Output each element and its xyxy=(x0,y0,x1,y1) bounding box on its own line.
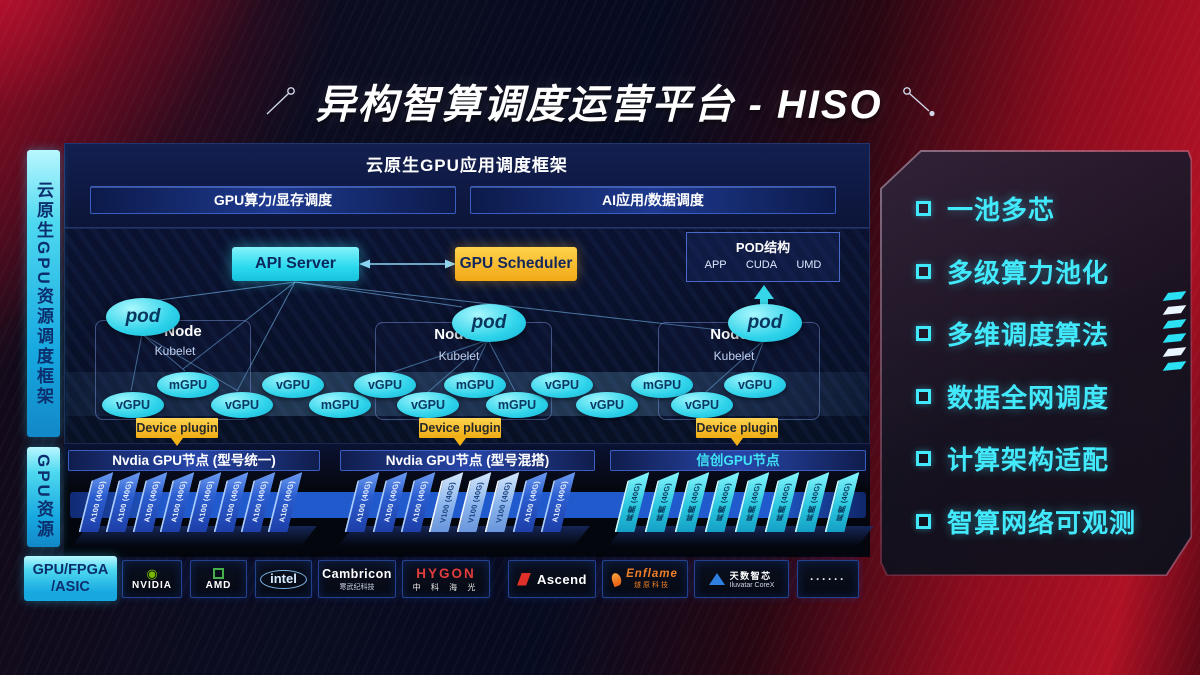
checkbox-bullet-icon xyxy=(916,388,931,404)
gpu-node-header: 信创GPU节点 xyxy=(610,450,866,471)
feature-label: 数据全网调度 xyxy=(947,382,1110,413)
vendor-subtitle: 中 科 海 光 xyxy=(412,582,480,592)
left-rail-cloud-native-gpu-framework: 云原生GPU资源调度框架 xyxy=(27,150,60,437)
vendor-logo: Cambricon 寒武纪科技 xyxy=(318,560,396,598)
gpu-slice-ellipse: vGPU xyxy=(671,392,733,418)
pod-struct-item-cuda: CUDA xyxy=(745,259,778,271)
gpu-slice-ellipse: vGPU xyxy=(102,392,164,418)
vendor-logo: Enflame 燧原科技 xyxy=(602,560,688,598)
pod-ellipse: pod xyxy=(452,304,526,342)
gpu-slice-ellipse: mGPU xyxy=(309,392,371,418)
vendor-logo: ◉ NVIDIA xyxy=(122,560,182,598)
vendor-name: ······ xyxy=(810,572,846,586)
left-rail-gpu-fpga-asic: GPU/FPGA /ASIC xyxy=(24,556,117,601)
gpu-scheduler-box: GPU Scheduler xyxy=(455,247,577,281)
iluvatar-triangle-icon xyxy=(708,573,725,585)
features-panel: 一池多芯多级算力池化 多维调度算法 数据全网调度 计算架构适配 智算网络可观测 xyxy=(880,150,1192,576)
feature-item: 数据全网调度 xyxy=(916,378,1166,415)
vendor-name: HYGON xyxy=(416,565,476,581)
circuit-decoration-left xyxy=(257,83,299,119)
gpu-slice-ellipse: vGPU xyxy=(211,392,273,418)
vendor-name: Ascend xyxy=(537,571,587,587)
device-plugin-box: Device plugin xyxy=(136,418,218,446)
gpu-node-header: Nvdia GPU节点 (型号统一) xyxy=(68,450,320,471)
gpu-slice-ellipse: vGPU xyxy=(262,372,324,398)
vendor-logo: Ascend xyxy=(508,560,596,598)
vendor-subtitle: Iluvatar CoreX xyxy=(729,582,775,589)
features-panel-background xyxy=(881,151,1191,575)
feature-item: 多维调度算法 xyxy=(916,315,1166,352)
vendor-name: NVIDIA xyxy=(132,579,172,591)
gpu-slice-ellipse: vGPU xyxy=(576,392,638,418)
vendor-logo: AMD xyxy=(190,560,247,598)
gpu-compute-memory-scheduling-bar: GPU算力/显存调度 xyxy=(90,186,456,214)
gpu-slice-ellipse: vGPU xyxy=(397,392,459,418)
feature-item: 多级算力池化 xyxy=(916,253,1166,290)
pod-struct-item-umd: UMD xyxy=(796,259,822,271)
vendor-name: Cambricon xyxy=(322,566,392,581)
ai-app-data-scheduling-bar: AI应用/数据调度 xyxy=(470,186,836,214)
gpu-node-header: Nvdia GPU节点 (型号混搭) xyxy=(340,450,595,471)
device-plugin-box: Device plugin xyxy=(696,418,778,446)
kubelet-label: Kubelet xyxy=(713,349,755,363)
vendor-logo: 天数智芯 Iluvatar CoreX xyxy=(694,560,789,598)
left-rail-gpu-resource: GPU资源 xyxy=(27,447,60,547)
feature-label: 一池多芯 xyxy=(947,195,1056,225)
checkbox-bullet-icon xyxy=(916,513,931,529)
vendor-logo: intel xyxy=(255,560,312,598)
pod-structure-title: POD结构 xyxy=(735,240,791,255)
gpu-slice-ellipse: vGPU xyxy=(531,372,593,398)
pod-struct-item-app: APP xyxy=(704,259,727,271)
ascend-flag-icon xyxy=(517,572,532,586)
vendor-name: Enflame xyxy=(626,568,678,580)
nvidia-eye-icon: ◉ xyxy=(146,565,158,581)
circuit-decoration-right xyxy=(899,82,943,120)
feature-label: 多维调度算法 xyxy=(947,320,1110,351)
device-plugin-box: Device plugin xyxy=(419,418,501,446)
vendor-logo: HYGON 中 科 海 光 xyxy=(402,560,490,598)
checkbox-bullet-icon xyxy=(916,263,931,279)
kubelet-label: Kubelet xyxy=(154,344,196,358)
vendor-subtitle: 寒武纪科技 xyxy=(339,583,375,591)
panel-slash-decoration xyxy=(1162,291,1187,371)
vendor-name: 天数智芯 xyxy=(729,571,772,581)
checkbox-bullet-icon xyxy=(916,201,931,216)
feature-label: 智算网络可观测 xyxy=(947,507,1137,538)
vendor-name: intel xyxy=(260,569,307,589)
gpu-slice-ellipse: mGPU xyxy=(486,392,548,418)
checkbox-bullet-icon xyxy=(916,451,931,467)
gpu-slice-ellipse: vGPU xyxy=(354,372,416,398)
amd-square-icon xyxy=(213,567,224,579)
vendor-subtitle: 燧原科技 xyxy=(634,582,670,589)
pod-structure-box: POD结构 APP CUDA UMD xyxy=(686,232,840,282)
vendor-logo: ······ xyxy=(797,560,859,598)
checkbox-bullet-icon xyxy=(916,326,931,342)
page-title: 异构智算调度运营平台 - HISO xyxy=(315,83,883,127)
feature-item: 计算架构适配 xyxy=(916,440,1166,477)
feature-item: 智算网络可观测 xyxy=(916,503,1166,540)
pod-ellipse: pod xyxy=(728,304,802,342)
feature-list: 一池多芯多级算力池化 多维调度算法 数据全网调度 计算架构适配 智算网络可观测 xyxy=(916,190,1166,540)
enflame-flame-icon xyxy=(610,571,624,587)
feature-label: 多级算力池化 xyxy=(947,257,1110,288)
gpu-slice-ellipse: mGPU xyxy=(631,372,693,398)
feature-item: 一池多芯 xyxy=(916,190,1166,227)
feature-label: 计算架构适配 xyxy=(947,445,1110,476)
gpu-slice-ellipse: mGPU xyxy=(157,372,219,398)
gpu-slice-ellipse: vGPU xyxy=(724,372,786,398)
app-frame-title: 云原生GPU应用调度框架 xyxy=(366,156,568,175)
kubelet-label: Kubelet xyxy=(438,349,480,363)
api-server-box: API Server xyxy=(232,247,359,281)
pod-ellipse: pod xyxy=(106,298,180,336)
vendor-name: AMD xyxy=(205,579,232,591)
